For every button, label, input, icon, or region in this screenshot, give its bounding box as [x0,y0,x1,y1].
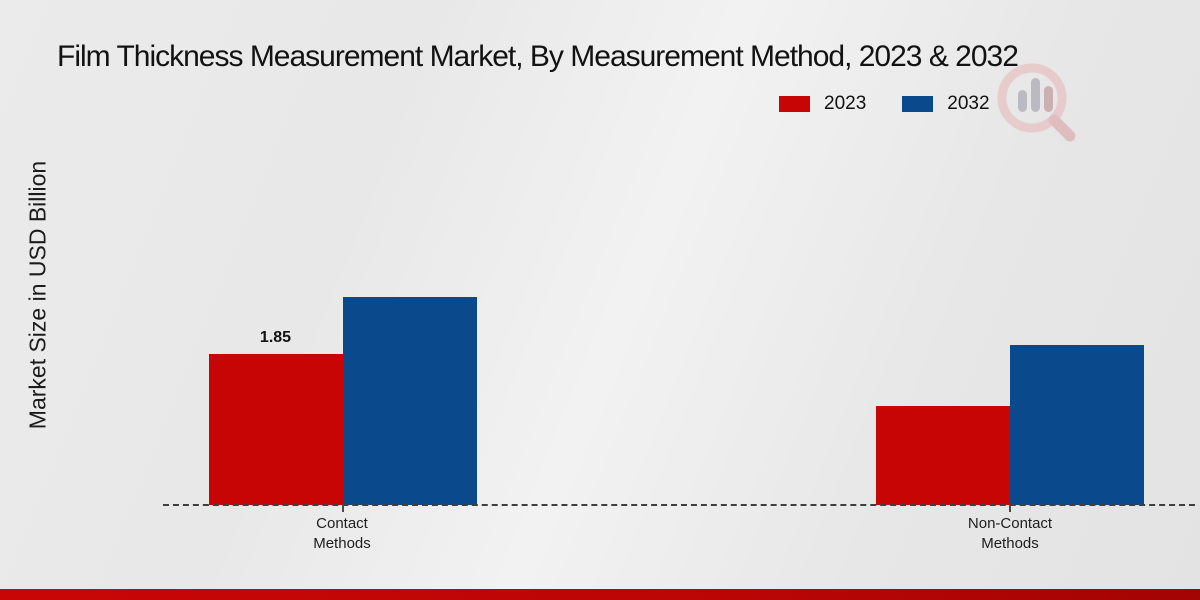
bar-2023-contact-methods [208,354,343,505]
category-tick-non-contact-methods [1009,505,1011,512]
legend-item-2032: 2032 [902,93,990,115]
legend-label-2032: 2032 [947,93,990,114]
bar-value-label: 1.85 [259,329,292,346]
x-axis-baseline [163,504,1195,506]
category-label-contact-methods: Contact Methods [313,515,371,553]
bar-2023-non-contact-methods [876,406,1010,505]
bar-2032-non-contact-methods [1010,345,1144,505]
legend: 2023 2032 [779,93,990,115]
footer-accent-bar [0,589,1200,600]
category-label-non-contact-methods: Non-Contact Methods [967,515,1053,553]
legend-item-2023: 2023 [779,93,866,115]
legend-swatch-2023 [779,96,810,112]
legend-swatch-2032 [902,96,934,112]
chart-title: Film Thickness Measurement Market, By Me… [57,40,1019,73]
magnifier-bar-chart-logo-icon [988,56,1083,153]
bar-2032-contact-methods [342,297,477,505]
legend-label-2023: 2023 [824,93,867,114]
category-tick-contact-methods [341,505,344,512]
